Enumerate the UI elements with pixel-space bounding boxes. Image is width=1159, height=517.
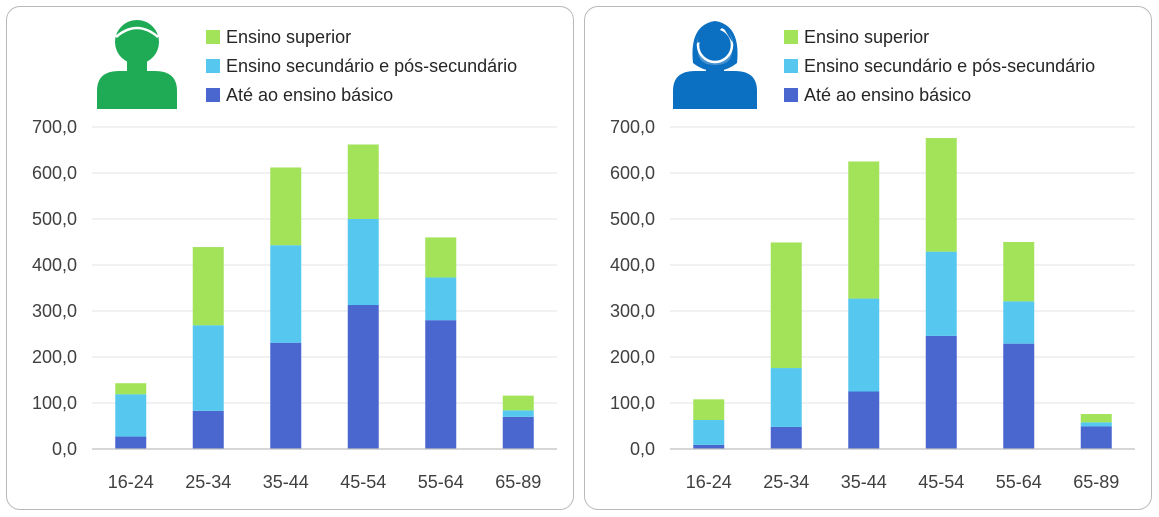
y-tick-label: 200,0	[32, 347, 77, 367]
x-tick-label: 16-24	[686, 472, 732, 492]
legend-swatch	[784, 88, 798, 102]
bar-segment	[270, 245, 302, 343]
legend-label: Até ao ensino básico	[804, 85, 971, 105]
bar-segment	[115, 394, 147, 437]
x-tick-label: 55-64	[996, 472, 1042, 492]
bar-segment	[1003, 242, 1035, 302]
bar-segment	[270, 342, 302, 449]
x-tick-label: 65-89	[1073, 472, 1119, 492]
y-tick-label: 400,0	[32, 255, 77, 275]
y-tick-label: 300,0	[610, 301, 655, 321]
bar-segment	[347, 305, 379, 449]
bar-segment	[1003, 301, 1035, 344]
x-tick-label: 25-34	[185, 472, 231, 492]
legend-swatch	[206, 59, 220, 73]
legend-label: Ensino secundário e pós-secundário	[226, 56, 517, 76]
bar-segment	[1080, 426, 1112, 449]
bars	[115, 144, 534, 449]
x-tick-label: 16-24	[108, 472, 154, 492]
bar-segment	[502, 395, 534, 411]
y-tick-label: 300,0	[32, 301, 77, 321]
bar-segment	[693, 420, 725, 445]
bar-segment	[925, 251, 957, 336]
legend: Ensino superior Ensino secundário e pós-s…	[206, 27, 517, 105]
bar-segment	[1003, 343, 1035, 449]
y-tick-label: 100,0	[610, 393, 655, 413]
y-tick-label: 600,0	[32, 163, 77, 183]
bar-segment	[1080, 422, 1112, 427]
bar-segment	[502, 410, 534, 417]
bar-segment	[925, 138, 957, 252]
y-tick-label: 500,0	[32, 209, 77, 229]
legend-label: Ensino superior	[804, 27, 929, 47]
bar-segment	[347, 144, 379, 219]
bar-segment	[425, 277, 457, 321]
y-axis: 0,0 100,0 200,0 300,0 400,0 500,0 600,0 700,0	[610, 117, 1135, 459]
bar-segment	[502, 416, 534, 449]
legend-swatch	[784, 30, 798, 44]
legend-label: Ensino secundário e pós-secundário	[804, 56, 1095, 76]
bar-segment	[770, 242, 802, 369]
bar-segment	[693, 399, 725, 421]
y-tick-label: 0,0	[52, 439, 77, 459]
bar-segment	[770, 426, 802, 449]
legend: Ensino superior Ensino secundário e pós-s…	[784, 27, 1095, 105]
legend-label: Até ao ensino básico	[226, 85, 393, 105]
chart-panel-women: Ensino superior Ensino secundário e pós-s…	[584, 6, 1152, 510]
x-tick-label: 65-89	[495, 472, 541, 492]
legend-swatch	[784, 59, 798, 73]
bar-segment	[192, 247, 224, 326]
x-tick-label: 55-64	[418, 472, 464, 492]
x-tick-label: 45-54	[340, 472, 386, 492]
bars	[693, 138, 1112, 449]
legend-label: Ensino superior	[226, 27, 351, 47]
woman-icon	[673, 21, 757, 109]
x-tick-label: 45-54	[918, 472, 964, 492]
bar-segment	[425, 237, 457, 278]
bar-segment	[347, 219, 379, 306]
y-tick-label: 400,0	[610, 255, 655, 275]
y-tick-label: 700,0	[610, 117, 655, 137]
y-tick-label: 700,0	[32, 117, 77, 137]
bar-segment	[192, 410, 224, 449]
chart-panel-men: Ensino superior Ensino secundário e pós-s…	[6, 6, 574, 510]
bar-segment	[770, 368, 802, 427]
bar-segment	[925, 335, 957, 449]
bar-segment	[115, 383, 147, 395]
bar-segment	[693, 444, 725, 449]
y-tick-label: 200,0	[610, 347, 655, 367]
y-tick-label: 0,0	[630, 439, 655, 459]
legend-swatch	[206, 30, 220, 44]
y-tick-label: 500,0	[610, 209, 655, 229]
chart-men: Ensino superior Ensino secundário e pós-s…	[32, 20, 557, 492]
bar-segment	[270, 167, 302, 246]
bar-segment	[115, 436, 147, 449]
bar-segment	[848, 391, 880, 449]
bar-segment	[192, 325, 224, 411]
bar-segment	[848, 298, 880, 392]
x-tick-label: 35-44	[263, 472, 309, 492]
bar-segment	[848, 161, 880, 299]
bar-segment	[425, 320, 457, 449]
legend-swatch	[206, 88, 220, 102]
chart-women: Ensino superior Ensino secundário e pós-s…	[610, 21, 1135, 492]
x-tick-label: 35-44	[841, 472, 887, 492]
y-tick-label: 600,0	[610, 163, 655, 183]
y-axis: 0,0 100,0 200,0 300,0 400,0 500,0 600,0 700,0	[32, 117, 557, 459]
man-icon	[97, 20, 177, 109]
y-tick-label: 100,0	[32, 393, 77, 413]
x-tick-label: 25-34	[763, 472, 809, 492]
bar-segment	[1080, 414, 1112, 423]
